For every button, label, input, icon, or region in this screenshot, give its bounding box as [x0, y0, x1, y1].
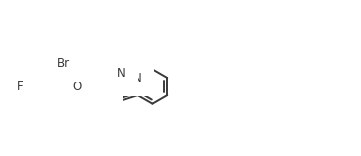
Text: Br: Br [57, 57, 70, 70]
Text: F: F [17, 80, 24, 93]
Text: N: N [133, 71, 142, 85]
Text: N: N [117, 67, 126, 80]
Text: O: O [73, 80, 82, 93]
